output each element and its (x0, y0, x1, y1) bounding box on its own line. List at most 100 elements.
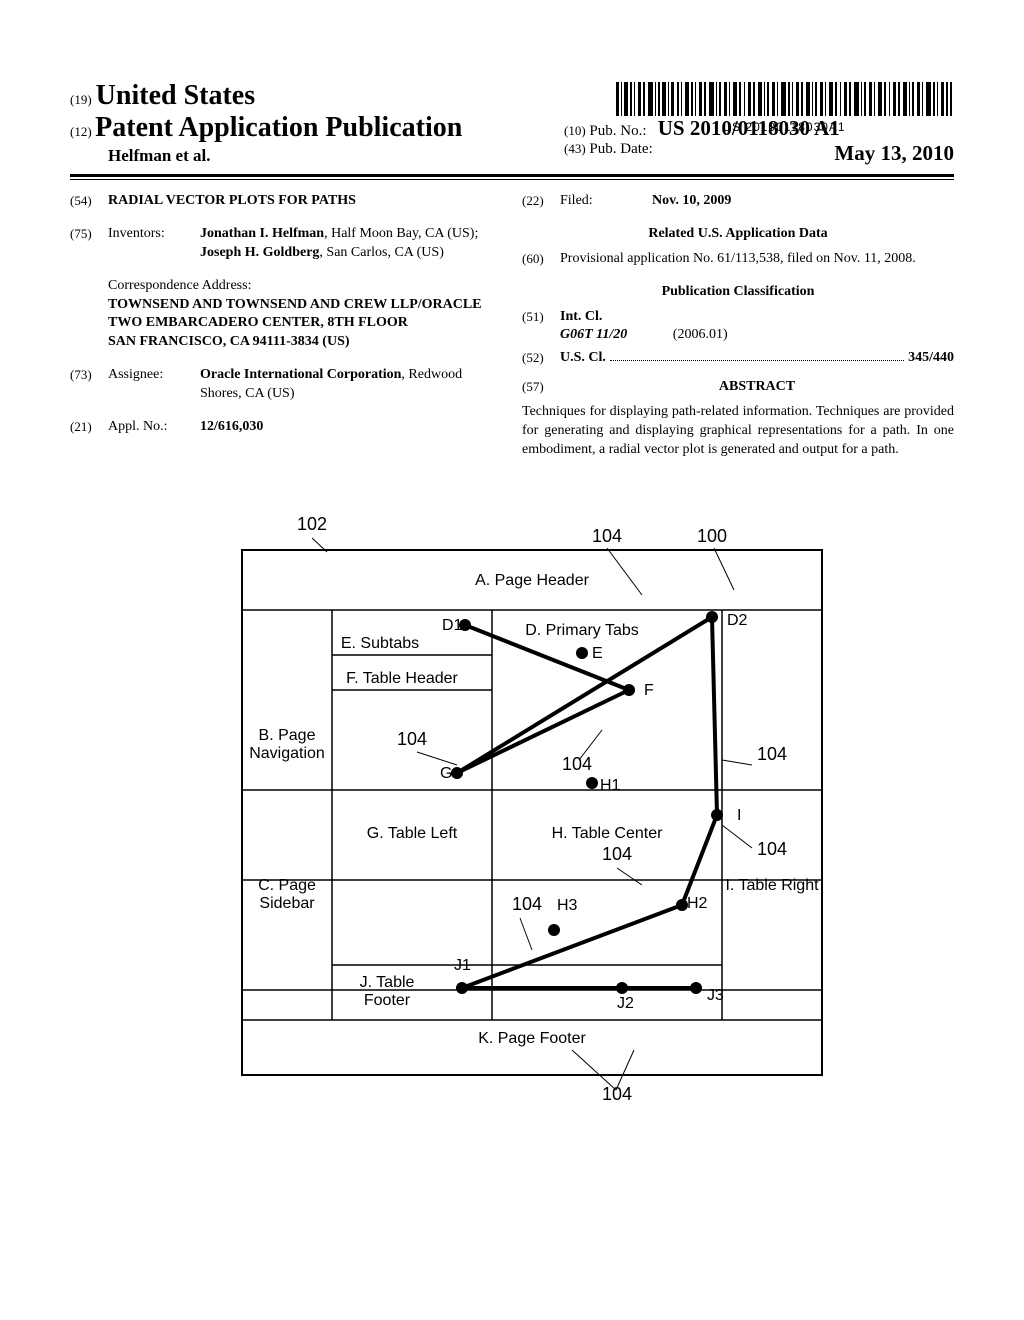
svg-text:102: 102 (297, 514, 327, 534)
svg-text:104: 104 (602, 844, 632, 864)
assignee-name: Oracle International Corporation (200, 367, 401, 382)
svg-text:G. Table Left: G. Table Left (367, 825, 458, 842)
svg-text:C. Page: C. Page (258, 877, 316, 894)
pubdate-value: May 13, 2010 (834, 141, 954, 166)
svg-text:F: F (644, 682, 654, 699)
svg-text:H. Table Center: H. Table Center (552, 825, 664, 842)
intcl-date: (2006.01) (673, 327, 728, 342)
uscl-label: U.S. Cl. (560, 350, 606, 365)
intcl-value: Int. Cl. G06T 11/20 (2006.01) (560, 308, 954, 346)
pub-type-title: Patent Application Publication (95, 112, 462, 143)
classification-title: Publication Classification (522, 283, 954, 302)
title-row: (54) RADIAL VECTOR PLOTS FOR PATHS (70, 192, 502, 211)
svg-text:J2: J2 (617, 995, 634, 1012)
svg-text:B. Page: B. Page (259, 727, 316, 744)
uscl-row: (52) U.S. Cl. 345/440 (522, 349, 954, 368)
svg-text:F. Table Header: F. Table Header (346, 670, 458, 687)
title-code: (54) (70, 192, 108, 211)
svg-text:D. Primary Tabs: D. Primary Tabs (525, 622, 639, 639)
abstract-header-row: (57) ABSTRACT (522, 378, 954, 397)
barcode-text: US 20100118030A1 (614, 120, 954, 134)
applno-value: 12/616,030 (200, 419, 263, 434)
svg-text:H3: H3 (557, 897, 578, 914)
abstract-code: (57) (522, 378, 560, 397)
provisional-text: Provisional application No. 61/113,538, … (560, 250, 954, 269)
pubdate-label: Pub. Date: (589, 141, 652, 157)
corr-line1: TOWNSEND AND TOWNSEND AND CREW LLP/ORACL… (108, 297, 482, 312)
authors-line: Helfman et al. (108, 146, 564, 166)
country-name: United States (96, 80, 255, 111)
applno-row: (21) Appl. No.: 12/616,030 (70, 418, 502, 437)
applno-label: Appl. No.: (108, 418, 200, 437)
svg-text:104: 104 (757, 839, 787, 859)
svg-text:D2: D2 (727, 612, 748, 629)
intcl-class: G06T 11/20 (560, 327, 627, 342)
pubdate-code: (43) (564, 141, 586, 156)
patent-figure: A. Page Header B. PageNavigation C. PageSi… (162, 490, 862, 1110)
pubno-code: (10) (564, 123, 586, 138)
header-block: US 20100118030A1 (19) United States (12)… (70, 80, 954, 166)
intcl-row: (51) Int. Cl. G06T 11/20 (2006.01) (522, 308, 954, 346)
svg-text:Sidebar: Sidebar (259, 895, 315, 912)
svg-text:I: I (737, 807, 741, 824)
svg-text:104: 104 (562, 754, 592, 774)
dotted-leader (610, 360, 904, 361)
svg-text:E. Subtabs: E. Subtabs (341, 635, 419, 652)
rule-thin (70, 179, 954, 180)
rule-thick (70, 174, 954, 177)
svg-text:G: G (440, 765, 452, 782)
svg-text:J3: J3 (707, 987, 724, 1004)
figure-area: A. Page Header B. PageNavigation C. PageSi… (162, 490, 862, 1110)
inventor1-name: Jonathan I. Helfman (200, 226, 324, 241)
right-column: (22) Filed: Nov. 10, 2009 Related U.S. A… (522, 192, 954, 460)
svg-text:Navigation: Navigation (249, 745, 325, 762)
corr-label: Correspondence Address: (108, 277, 502, 296)
svg-text:104: 104 (592, 526, 622, 546)
svg-text:E: E (592, 645, 603, 662)
svg-text:J. Table: J. Table (360, 974, 415, 991)
svg-text:I. Table Right: I. Table Right (725, 877, 819, 894)
svg-text:A. Page Header: A. Page Header (475, 572, 590, 589)
intcl-code: (51) (522, 308, 560, 346)
svg-text:104: 104 (757, 744, 787, 764)
pub-type-code: (12) (70, 124, 92, 139)
inventors-label: Inventors: (108, 225, 200, 263)
svg-text:K. Page Footer: K. Page Footer (478, 1030, 586, 1047)
applno-code: (21) (70, 418, 108, 437)
filed-value: Nov. 10, 2009 (652, 193, 731, 208)
correspondence-block: Correspondence Address: TOWNSEND AND TOW… (108, 277, 502, 353)
inventors-row: (75) Inventors: Jonathan I. Helfman, Hal… (70, 225, 502, 263)
left-column: (54) RADIAL VECTOR PLOTS FOR PATHS (75) … (70, 192, 502, 460)
svg-text:D1: D1 (442, 617, 463, 634)
bibliographic-columns: (54) RADIAL VECTOR PLOTS FOR PATHS (75) … (70, 192, 954, 460)
inventor2-name: Joseph H. Goldberg (200, 245, 319, 260)
filed-row: (22) Filed: Nov. 10, 2009 (522, 192, 954, 211)
assignee-code: (73) (70, 366, 108, 404)
country-code: (19) (70, 92, 92, 107)
svg-text:H2: H2 (687, 895, 708, 912)
uscl-code: (52) (522, 349, 560, 368)
inventors-code: (75) (70, 225, 108, 263)
assignee-value: Oracle International Corporation, Redwoo… (200, 366, 502, 404)
assignee-label: Assignee: (108, 366, 200, 404)
svg-text:104: 104 (397, 729, 427, 749)
filed-code: (22) (522, 192, 560, 211)
corr-line3: SAN FRANCISCO, CA 94111-3834 (US) (108, 334, 350, 349)
uscl-number: 345/440 (908, 349, 954, 368)
provisional-row: (60) Provisional application No. 61/113,… (522, 250, 954, 269)
assignee-row: (73) Assignee: Oracle International Corp… (70, 366, 502, 404)
related-title: Related U.S. Application Data (522, 225, 954, 244)
provisional-code: (60) (522, 250, 560, 269)
inventor1-loc: , Half Moon Bay, CA (US); (324, 226, 478, 241)
barcode-block: US 20100118030A1 (614, 80, 954, 134)
svg-text:Footer: Footer (364, 992, 411, 1009)
title-value: RADIAL VECTOR PLOTS FOR PATHS (108, 193, 356, 208)
inventor2-loc: , San Carlos, CA (US) (319, 245, 443, 260)
corr-line2: TWO EMBARCADERO CENTER, 8TH FLOOR (108, 315, 408, 330)
svg-text:J1: J1 (454, 957, 471, 974)
svg-text:100: 100 (697, 526, 727, 546)
svg-text:H1: H1 (600, 777, 621, 794)
abstract-text: Techniques for displaying path-related i… (522, 403, 954, 460)
svg-text:104: 104 (512, 894, 542, 914)
uscl-value: U.S. Cl. 345/440 (560, 349, 954, 368)
